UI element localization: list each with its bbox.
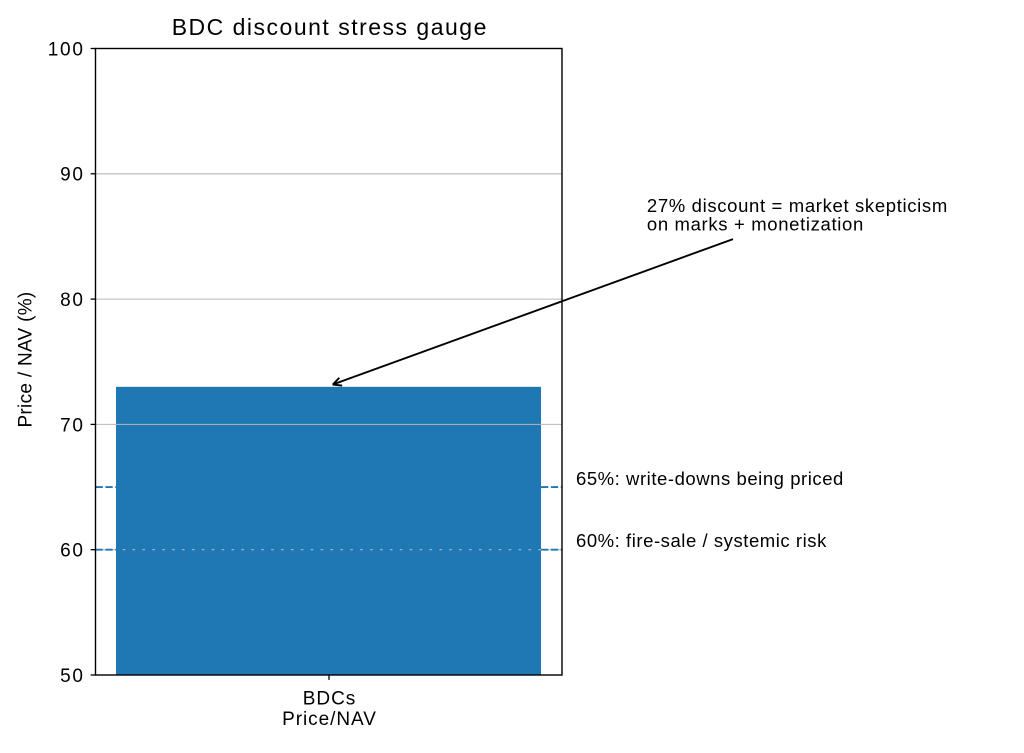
svg-text:60: 60 xyxy=(60,541,85,562)
svg-text:50: 50 xyxy=(60,666,85,687)
svg-text:65%: write-downs being priced: 65%: write-downs being priced xyxy=(576,468,844,489)
svg-text:100: 100 xyxy=(48,39,85,60)
svg-text:60%: fire-sale / systemic risk: 60%: fire-sale / systemic risk xyxy=(576,530,827,551)
svg-text:90: 90 xyxy=(60,165,85,186)
svg-text:27% discount = market skeptici: 27% discount = market skepticism xyxy=(647,195,948,216)
svg-text:BDCs: BDCs xyxy=(303,688,356,709)
svg-text:80: 80 xyxy=(60,290,85,311)
svg-text:Price / NAV (%): Price / NAV (%) xyxy=(16,291,37,427)
svg-text:Price/NAV: Price/NAV xyxy=(282,709,377,730)
svg-text:on marks + monetization: on marks + monetization xyxy=(647,213,864,234)
svg-text:BDC discount stress gauge: BDC discount stress gauge xyxy=(172,14,488,40)
svg-text:70: 70 xyxy=(60,415,85,436)
